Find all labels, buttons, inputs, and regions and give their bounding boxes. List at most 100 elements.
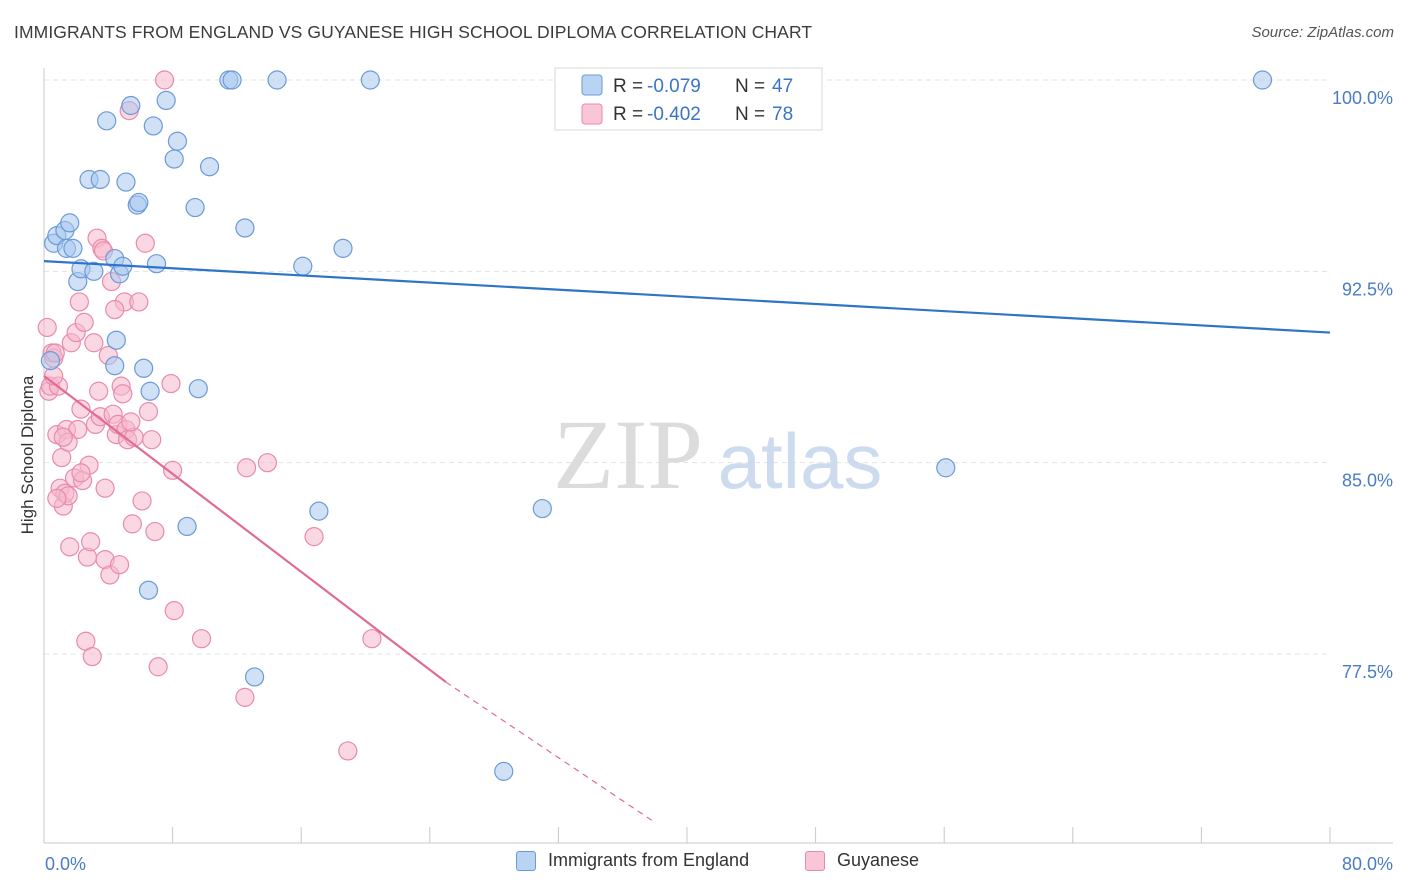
guyanese-point-57[interactable] — [148, 657, 168, 677]
source-label: Source: ZipAtlas.com — [1251, 24, 1394, 41]
guyanese-point-59[interactable] — [161, 373, 181, 394]
england-point-21[interactable] — [129, 192, 149, 213]
guyanese-point-49[interactable] — [122, 514, 143, 534]
england-point-5[interactable] — [60, 213, 80, 233]
chart-title: IMMIGRANTS FROM ENGLAND VS GUYANESE HIGH… — [14, 22, 813, 42]
england-point-26[interactable] — [156, 90, 176, 111]
legend-swatch-england-bottom — [516, 850, 536, 871]
england-point-28[interactable] — [167, 131, 188, 151]
england-point-41[interactable] — [360, 70, 380, 90]
guyanese-point-62[interactable] — [191, 629, 212, 649]
guyanese-point-65[interactable] — [257, 453, 278, 473]
england-point-9[interactable] — [84, 261, 104, 281]
guyanese-point-55[interactable] — [142, 430, 162, 450]
guyanese-point-63[interactable] — [235, 687, 255, 707]
axes — [43, 68, 1393, 844]
guyanese-point-76[interactable] — [105, 300, 125, 320]
england-point-14[interactable] — [106, 330, 126, 350]
guyanese-point-75[interactable] — [121, 412, 141, 432]
england-point-18[interactable] — [116, 172, 136, 192]
guyanese-point-54[interactable] — [138, 402, 159, 422]
trend-line-guyanese — [43, 375, 447, 683]
guyanese-point-61[interactable] — [164, 601, 184, 621]
guyanese-point-71[interactable] — [95, 478, 115, 498]
england-point-38[interactable] — [293, 256, 313, 276]
legend-item-england[interactable]: Immigrants from England — [516, 850, 749, 871]
legend-item-guyanese[interactable]: Guyanese — [805, 850, 919, 871]
legend-r-value-guyanese: -0.402 — [647, 104, 701, 125]
legend-label-england: Immigrants from England — [548, 850, 750, 870]
guyanese-point-66[interactable] — [304, 527, 324, 547]
guyanese-point-60[interactable] — [163, 460, 183, 480]
england-point-37[interactable] — [267, 70, 287, 90]
england-point-25[interactable] — [146, 254, 167, 274]
y-tick-label-0: 77.5% — [1342, 662, 1393, 682]
legend-top: R = -0.079 N = 47 R = -0.402 N = 78 — [554, 67, 823, 131]
england-point-6[interactable] — [63, 238, 83, 258]
england-point-32[interactable] — [199, 157, 220, 177]
trend-line-guyanese-extension — [445, 681, 656, 823]
england-point-11[interactable] — [90, 169, 110, 190]
guyanese-point-68[interactable] — [362, 629, 382, 649]
guyanese-point-73[interactable] — [53, 427, 73, 447]
england-point-31[interactable] — [188, 379, 208, 399]
england-point-30[interactable] — [185, 197, 205, 218]
england-point-34[interactable] — [222, 70, 242, 90]
guyanese-point-44[interactable] — [113, 384, 133, 404]
england-point-29[interactable] — [177, 516, 197, 537]
guyanese-point-58[interactable] — [154, 70, 175, 90]
england-point-35[interactable] — [235, 218, 255, 238]
watermark-atlas: atlas — [718, 417, 883, 505]
england-point-17[interactable] — [105, 356, 125, 376]
guyanese-point-42[interactable] — [109, 555, 130, 575]
guyanese-point-56[interactable] — [145, 521, 165, 542]
guyanese-point-0[interactable] — [37, 317, 57, 338]
legend-swatch-england — [581, 74, 603, 96]
england-point-45[interactable] — [936, 458, 956, 478]
legend-r-value-england: -0.079 — [647, 76, 701, 97]
guyanese-point-64[interactable] — [236, 458, 257, 478]
guyanese-point-51[interactable] — [129, 292, 149, 312]
guyanese-point-27[interactable] — [82, 646, 102, 667]
england-points — [40, 70, 1273, 781]
legend-n-value-guyanese: 78 — [772, 104, 793, 125]
guyanese-point-74[interactable] — [47, 488, 67, 508]
england-point-27[interactable] — [164, 149, 184, 169]
england-point-47[interactable] — [138, 580, 159, 600]
trend-lines — [43, 260, 1331, 823]
england-point-19[interactable] — [121, 95, 141, 116]
guyanese-point-28[interactable] — [84, 333, 104, 353]
guyanese-point-19[interactable] — [69, 292, 89, 312]
guyanese-point-52[interactable] — [132, 491, 152, 511]
england-point-24[interactable] — [143, 116, 163, 136]
england-point-39[interactable] — [309, 501, 329, 521]
england-point-43[interactable] — [532, 498, 552, 519]
guyanese-point-67[interactable] — [338, 741, 358, 761]
legend-r-label-guyanese: R = — [613, 104, 643, 125]
england-point-23[interactable] — [140, 381, 160, 401]
england-point-36[interactable] — [244, 667, 265, 687]
england-point-0[interactable] — [40, 351, 61, 371]
england-point-46[interactable] — [1252, 70, 1273, 90]
england-point-42[interactable] — [494, 761, 514, 781]
guyanese-point-22[interactable] — [74, 312, 94, 332]
trend-line-england — [43, 260, 1331, 334]
guyanese-point-20[interactable] — [71, 399, 91, 419]
guyanese-point-14[interactable] — [60, 537, 80, 557]
england-point-40[interactable] — [333, 238, 353, 258]
legend-swatch-guyanese — [581, 103, 603, 125]
x-tick-label-max: 80.0% — [1342, 854, 1393, 874]
england-point-22[interactable] — [134, 358, 154, 378]
guyanese-point-31[interactable] — [89, 381, 109, 401]
guyanese-point-26[interactable] — [81, 532, 101, 552]
legend-r-label-england: R = — [613, 76, 643, 97]
y-tick-labels: 77.5% 85.0% 92.5% 100.0% — [1332, 88, 1393, 682]
england-point-12[interactable] — [97, 111, 117, 131]
guyanese-point-70[interactable] — [71, 463, 91, 483]
y-tick-label-1: 85.0% — [1342, 471, 1393, 491]
legend-n-label-guyanese: N = — [735, 104, 765, 125]
legend-bottom: Immigrants from England Guyanese — [0, 850, 1406, 880]
guyanese-point-53[interactable] — [135, 233, 155, 253]
gridlines — [44, 79, 1330, 655]
